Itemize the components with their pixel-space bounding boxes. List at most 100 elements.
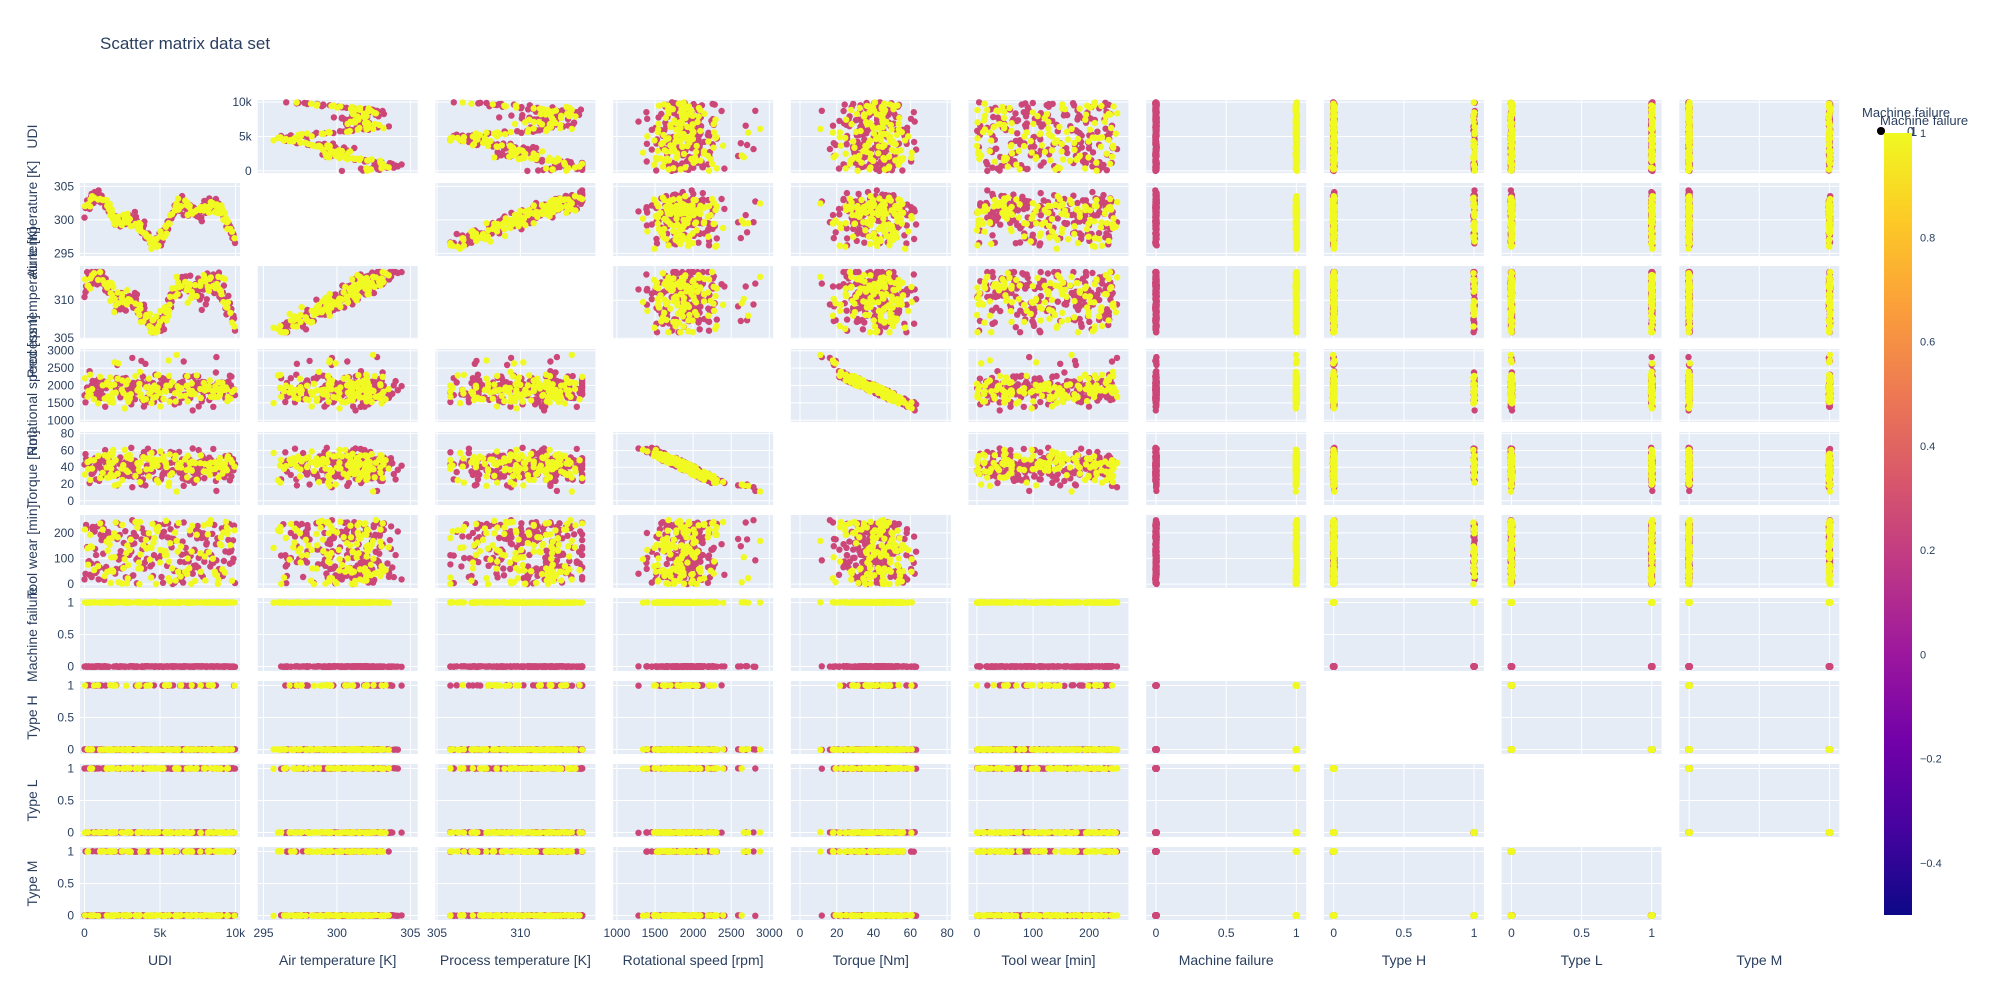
data-point: [993, 146, 999, 152]
y-tick-label: 0: [245, 164, 252, 178]
data-point: [974, 119, 980, 125]
data-point: [830, 123, 836, 129]
data-point: [513, 218, 519, 224]
data-point: [1084, 103, 1090, 109]
data-point: [1102, 126, 1108, 132]
data-point: [513, 102, 519, 108]
data-point: [1037, 130, 1043, 136]
data-point: [508, 112, 514, 118]
data-point: [662, 147, 668, 153]
cell-r0-c7[interactable]: [1324, 99, 1484, 174]
cell-r0-c4[interactable]: [791, 99, 951, 174]
cell-r0-c3[interactable]: [613, 99, 773, 174]
data-point: [757, 126, 763, 132]
data-point: [898, 147, 904, 153]
data-point: [308, 101, 314, 107]
data-point: [867, 164, 873, 170]
data-point: [363, 165, 369, 171]
data-point: [519, 112, 525, 118]
data-point: [347, 148, 353, 154]
data-point: [1110, 143, 1116, 149]
data-point: [1114, 110, 1120, 116]
data-point: [1022, 100, 1028, 106]
data-point: [512, 121, 518, 127]
data-point: [842, 101, 848, 107]
data-point: [339, 115, 345, 121]
data-point: [987, 148, 993, 154]
data-point: [1082, 165, 1088, 171]
data-point: [283, 99, 289, 105]
data-point: [974, 143, 980, 149]
cell-r0-c5[interactable]: [969, 99, 1129, 174]
data-point: [744, 229, 750, 235]
data-point: [827, 146, 833, 152]
data-point: [531, 220, 537, 226]
cell-r0-c2[interactable]: [435, 99, 595, 174]
data-point: [1094, 129, 1100, 135]
data-point: [487, 238, 493, 244]
cell-r0-c9[interactable]: [1679, 99, 1839, 174]
data-point: [349, 104, 355, 110]
data-point: [339, 168, 345, 174]
data-point: [461, 134, 467, 140]
data-point: [1070, 100, 1076, 106]
data-point: [694, 143, 700, 149]
cell-r1-c2[interactable]: [435, 183, 595, 256]
data-point: [460, 235, 466, 241]
data-point: [681, 151, 687, 157]
data-point: [750, 219, 756, 225]
data-point: [1058, 148, 1064, 154]
data-point: [1098, 103, 1104, 109]
data-point: [199, 218, 205, 224]
data-point: [379, 108, 385, 114]
data-point: [330, 102, 336, 108]
cell-r0-c8[interactable]: [1502, 99, 1662, 174]
data-point: [1056, 124, 1062, 130]
data-point: [721, 165, 727, 171]
data-point: [319, 131, 325, 137]
data-point: [531, 202, 537, 208]
data-point: [222, 210, 228, 216]
data-point: [974, 135, 980, 141]
data-point: [550, 166, 556, 172]
data-point: [231, 235, 237, 241]
data-point: [738, 140, 744, 146]
data-point: [680, 99, 686, 105]
data-point: [894, 102, 900, 108]
data-point: [1030, 121, 1036, 127]
data-point: [531, 105, 537, 111]
data-point: [661, 101, 667, 107]
data-point: [744, 142, 750, 148]
data-point: [1059, 101, 1065, 107]
data-point: [750, 146, 756, 152]
data-point: [644, 116, 650, 122]
data-point: [558, 113, 564, 119]
data-point: [567, 199, 573, 205]
data-point: [483, 220, 489, 226]
data-point: [531, 151, 537, 157]
cell-r0-c6[interactable]: [1146, 99, 1306, 174]
data-point: [700, 190, 706, 196]
data-point: [660, 132, 666, 138]
cell-r1-c3[interactable]: [613, 183, 773, 256]
data-point: [1028, 138, 1034, 144]
data-point: [843, 151, 849, 157]
data-point: [1093, 168, 1099, 174]
data-point: [1041, 159, 1047, 165]
data-point: [1330, 101, 1336, 107]
data-point: [569, 126, 575, 132]
data-point: [477, 100, 483, 106]
data-point: [301, 100, 307, 106]
data-point: [842, 135, 848, 141]
data-point: [454, 231, 460, 237]
data-point: [449, 134, 455, 140]
data-point: [904, 125, 910, 131]
cell-r1-c0[interactable]: 295300305: [54, 179, 240, 260]
data-point: [982, 126, 988, 132]
data-point: [1098, 144, 1104, 150]
data-point: [1008, 128, 1014, 134]
data-point: [468, 229, 474, 235]
data-point: [1153, 99, 1159, 105]
data-point: [695, 113, 701, 119]
